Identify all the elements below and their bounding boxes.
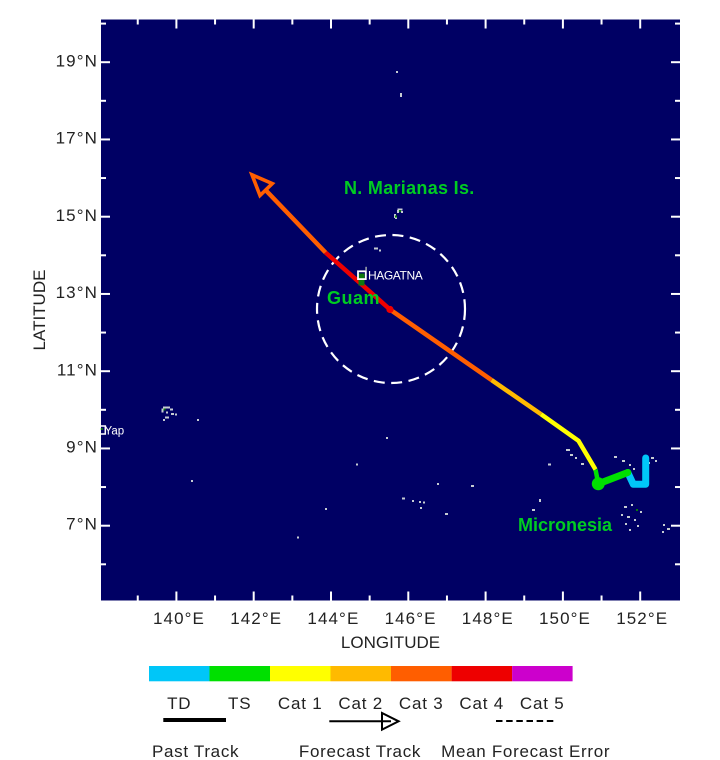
svg-text:Cat 4: Cat 4 [459, 694, 504, 713]
svg-text:140°E: 140°E [153, 609, 205, 628]
svg-text:TD: TD [167, 694, 191, 713]
svg-text:146°E: 146°E [385, 609, 437, 628]
svg-text:Cat 3: Cat 3 [399, 694, 444, 713]
svg-text:17°N: 17°N [56, 129, 98, 148]
svg-text:Cat 1: Cat 1 [278, 694, 323, 713]
svg-text:Past Track: Past Track [152, 742, 239, 760]
svg-text:7°N: 7°N [66, 515, 98, 534]
svg-text:9°N: 9°N [66, 438, 98, 457]
svg-text:Cat 2: Cat 2 [338, 694, 383, 713]
svg-text:HAGATNA: HAGATNA [368, 269, 423, 283]
svg-text:152°E: 152°E [616, 609, 668, 628]
svg-text:LONGITUDE: LONGITUDE [341, 633, 440, 652]
svg-text:Cat 5: Cat 5 [520, 694, 565, 713]
svg-text:142°E: 142°E [230, 609, 282, 628]
svg-text:148°E: 148°E [462, 609, 514, 628]
svg-text:Yap: Yap [105, 426, 125, 438]
svg-text:150°E: 150°E [539, 609, 591, 628]
svg-text:11°N: 11°N [57, 360, 98, 379]
svg-text:Micronesia: Micronesia [518, 515, 613, 535]
svg-text:144°E: 144°E [307, 609, 359, 628]
svg-text:LATITUDE: LATITUDE [30, 270, 49, 351]
svg-text:Forecast Track: Forecast Track [299, 742, 421, 760]
svg-text:Mean Forecast Error: Mean Forecast Error [441, 742, 610, 760]
svg-text:Guam: Guam [327, 288, 380, 308]
svg-text:13°N: 13°N [56, 283, 98, 302]
svg-text:TS: TS [228, 694, 251, 713]
svg-text:19°N: 19°N [56, 52, 98, 71]
svg-text:N. Marianas Is.: N. Marianas Is. [344, 178, 475, 198]
svg-text:15°N: 15°N [56, 206, 98, 225]
